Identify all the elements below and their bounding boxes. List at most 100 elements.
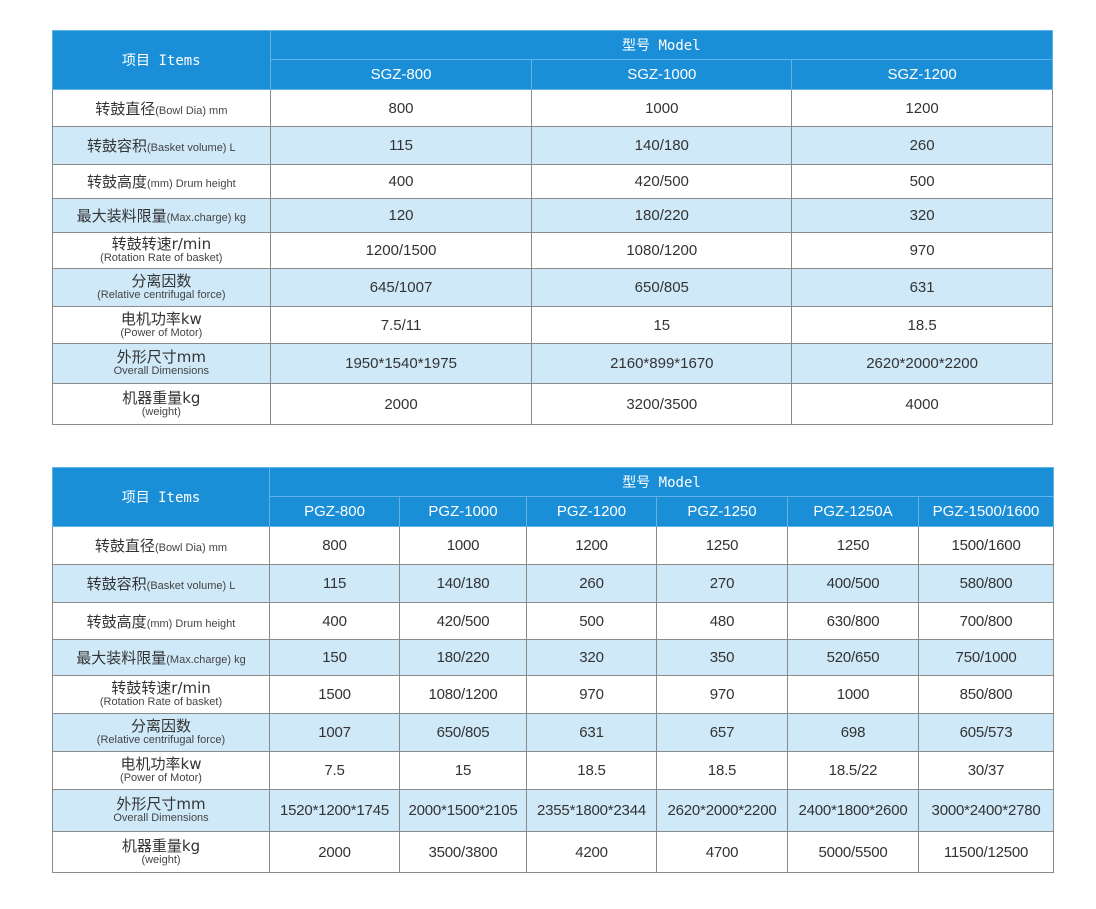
table-cell: 2355*1800*2344	[526, 789, 657, 832]
table-cell: 1500	[269, 675, 400, 714]
table-cell: 1200/1500	[269, 232, 533, 269]
row-label-cn: 转鼓容积	[86, 575, 147, 593]
table-cell: 18.5	[656, 751, 788, 790]
row-label-cn: 外形尺寸mm	[116, 795, 206, 813]
table-cell: 3200/3500	[531, 383, 793, 425]
table-cell: 800	[269, 526, 400, 565]
table-row: 转鼓转速r/min (Rotation Rate of basket) 1200/…	[52, 232, 1053, 269]
table-cell: 605/573	[917, 713, 1055, 752]
table-row: 转鼓高度(mm) Drum height 400 420/500 500 480…	[52, 602, 1055, 640]
row-label-en: Overall Dimensions	[113, 365, 209, 377]
table-cell: 400	[269, 602, 400, 640]
table-cell: 4200	[526, 831, 657, 873]
table-row: 分离因数 (Relative centrifugal force) 645/100…	[52, 268, 1053, 307]
table-cell: 2000	[269, 383, 533, 425]
table-cell: 2000	[269, 831, 400, 873]
table-cell: 11500/12500	[917, 831, 1055, 873]
table-cell: 2400*1800*2600	[787, 789, 919, 832]
row-label-en: (weight)	[141, 853, 181, 866]
table-cell: 350	[656, 639, 788, 676]
row-label-cn: 机器重量kg	[121, 836, 201, 855]
table-row: 转鼓容积(Basket volume) L 115 140/180 260	[52, 126, 1053, 165]
table-cell: 750/1000	[917, 639, 1055, 676]
table-cell: 260	[526, 564, 657, 603]
table-cell: 970	[656, 675, 788, 714]
table-cell: 1200	[791, 89, 1053, 127]
table-cell: 500	[526, 602, 657, 640]
table-cell: 580/800	[917, 564, 1055, 603]
table-cell: 7.5	[269, 751, 400, 790]
table-cell: 320	[791, 198, 1053, 233]
table-row: 电机功率kw (Power of Motor) 7.5 15 18.5 18.5 …	[52, 751, 1055, 790]
table-cell: 4700	[656, 831, 788, 873]
model-name: PGZ-1200	[526, 496, 657, 527]
table-cell: 420/500	[531, 164, 793, 199]
table-cell: 970	[791, 232, 1053, 269]
model-name: SGZ-800	[269, 59, 533, 90]
table-row: 转鼓直径(Bowl Dia) mm 800 1000 1200 1250 125…	[52, 526, 1055, 565]
table-cell: 800	[269, 89, 533, 127]
row-label-cn: 最大装料限量	[76, 649, 167, 667]
row-label-cn: 电机功率kw	[120, 309, 202, 328]
table-cell: 630/800	[787, 602, 919, 640]
table-cell: 1200	[526, 526, 657, 565]
table-cell: 700/800	[917, 602, 1055, 640]
table-row: 转鼓转速r/min (Rotation Rate of basket) 1500 …	[52, 675, 1055, 714]
table-cell: 140/180	[399, 564, 527, 603]
table-row: 外形尺寸mm Overall Dimensions 1520*1200*1745 …	[52, 789, 1055, 832]
row-label-en: (weight)	[141, 405, 181, 418]
row-label-cn: 转鼓直径	[94, 537, 155, 555]
table-cell: 18.5	[526, 751, 657, 790]
table-cell: 140/180	[531, 126, 793, 165]
table-cell: 698	[787, 713, 919, 752]
table-cell: 5000/5500	[787, 831, 919, 873]
table-cell: 2160*899*1670	[531, 343, 793, 384]
table-row: 机器重量kg (weight) 2000 3200/3500 4000	[52, 383, 1053, 425]
table-cell: 4000	[791, 383, 1053, 425]
row-label-cn: 转鼓高度	[86, 612, 147, 631]
model-name: SGZ-1000	[531, 59, 793, 90]
row-label-en: (Max.charge) kg	[166, 212, 247, 224]
table-cell: 115	[269, 564, 400, 603]
table-cell: 400/500	[787, 564, 919, 603]
row-label-en: (Power of Motor)	[120, 326, 203, 339]
table-cell: 850/800	[917, 675, 1055, 714]
table-cell: 18.5/22	[787, 751, 919, 790]
table-cell: 320	[526, 639, 657, 676]
table-cell: 1080/1200	[531, 232, 793, 269]
row-label-en: (Bowl Dia) mm	[154, 542, 228, 554]
row-label-en: (Max.charge) kg	[166, 654, 246, 666]
model-name: SGZ-1200	[791, 59, 1053, 90]
table-cell: 7.5/11	[269, 306, 533, 344]
table-row: 外形尺寸mm Overall Dimensions 1950*1540*1975 …	[52, 343, 1053, 384]
row-label-cn: 最大装料限量	[76, 207, 167, 225]
table-cell: 520/650	[787, 639, 919, 676]
table-cell: 970	[526, 675, 657, 714]
table-cell: 420/500	[399, 602, 527, 640]
table-cell: 631	[526, 713, 657, 752]
row-label-en: (Power of Motor)	[120, 772, 202, 784]
table-cell: 1250	[656, 526, 788, 565]
table-cell: 480	[656, 602, 788, 640]
row-label-en: (mm) Drum height	[147, 178, 236, 190]
row-label-en: (Bowl Dia) mm	[155, 104, 228, 117]
table-cell: 1520*1200*1745	[269, 789, 400, 832]
model-name: PGZ-1000	[399, 496, 527, 527]
row-label-en: (Relative centrifugal force)	[96, 734, 226, 746]
table-cell: 1250	[787, 526, 919, 565]
model-name: PGZ-1500/1600	[917, 496, 1055, 527]
table-cell: 1007	[269, 713, 400, 752]
row-label-en: Overall Dimensions	[113, 812, 209, 824]
row-label-cn: 转鼓转速r/min	[111, 679, 211, 697]
model-name: PGZ-1250	[656, 496, 788, 527]
table-cell: 1000	[399, 526, 527, 565]
table-row: 转鼓高度(mm) Drum height 400 420/500 500	[52, 164, 1053, 199]
model-name: PGZ-1250A	[787, 496, 919, 527]
spec-table-sgz: 项目 Items 型号 Model SGZ-800 SGZ-1000 SGZ-1…	[52, 30, 1054, 425]
table-cell: 645/1007	[269, 268, 533, 307]
table-cell: 657	[656, 713, 788, 752]
table-row: 最大装料限量(Max.charge) kg 120 180/220 320	[52, 198, 1053, 233]
table-cell: 2620*2000*2200	[656, 789, 788, 832]
table-cell: 180/220	[399, 639, 527, 676]
row-label-en: (Basket volume) L	[146, 580, 236, 592]
